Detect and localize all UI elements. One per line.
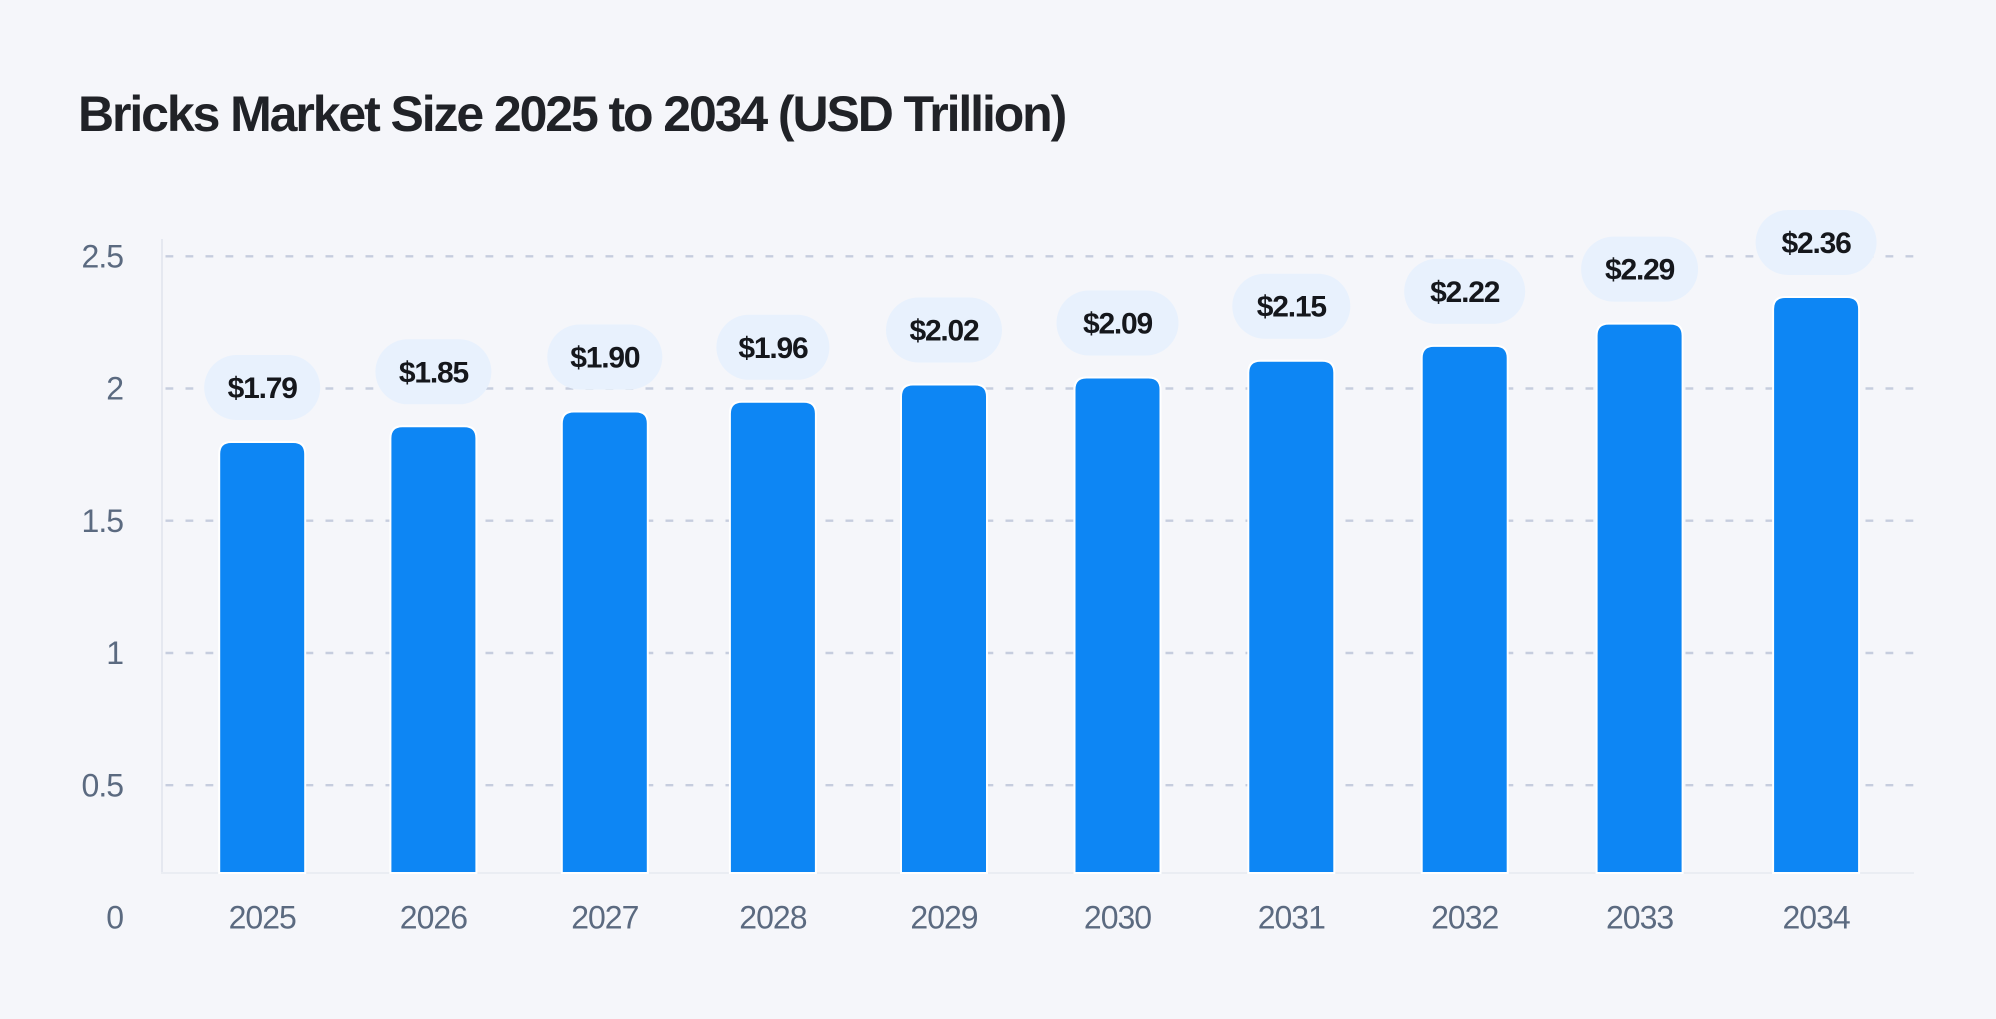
svg-text:2025: 2025 bbox=[229, 900, 296, 936]
svg-text:$2.29: $2.29 bbox=[1605, 254, 1675, 287]
svg-text:2027: 2027 bbox=[571, 900, 638, 936]
svg-text:$1.96: $1.96 bbox=[738, 332, 808, 365]
svg-text:1: 1 bbox=[106, 635, 123, 671]
svg-text:2028: 2028 bbox=[739, 900, 806, 936]
svg-text:$1.85: $1.85 bbox=[399, 356, 469, 389]
svg-text:2026: 2026 bbox=[400, 900, 467, 936]
svg-text:2030: 2030 bbox=[1084, 900, 1151, 936]
svg-text:2033: 2033 bbox=[1606, 900, 1673, 936]
svg-text:2032: 2032 bbox=[1431, 900, 1498, 936]
svg-text:$1.79: $1.79 bbox=[228, 372, 298, 405]
svg-text:2: 2 bbox=[106, 371, 123, 407]
svg-text:$2.15: $2.15 bbox=[1257, 291, 1327, 324]
svg-text:$2.09: $2.09 bbox=[1083, 308, 1153, 341]
svg-text:$2.22: $2.22 bbox=[1430, 276, 1500, 309]
svg-text:$1.90: $1.90 bbox=[570, 342, 640, 375]
svg-text:1.5: 1.5 bbox=[82, 503, 124, 539]
svg-text:0: 0 bbox=[106, 900, 123, 936]
svg-text:Bricks Market Size 2025 to 203: Bricks Market Size 2025 to 2034 (USD Tri… bbox=[78, 86, 1066, 142]
svg-text:0.5: 0.5 bbox=[82, 767, 124, 803]
svg-text:2034: 2034 bbox=[1783, 900, 1850, 936]
svg-text:2031: 2031 bbox=[1258, 900, 1325, 936]
svg-text:$2.36: $2.36 bbox=[1782, 227, 1852, 260]
svg-text:2029: 2029 bbox=[910, 900, 977, 936]
svg-text:$2.02: $2.02 bbox=[909, 315, 979, 348]
svg-text:2.5: 2.5 bbox=[82, 239, 124, 275]
